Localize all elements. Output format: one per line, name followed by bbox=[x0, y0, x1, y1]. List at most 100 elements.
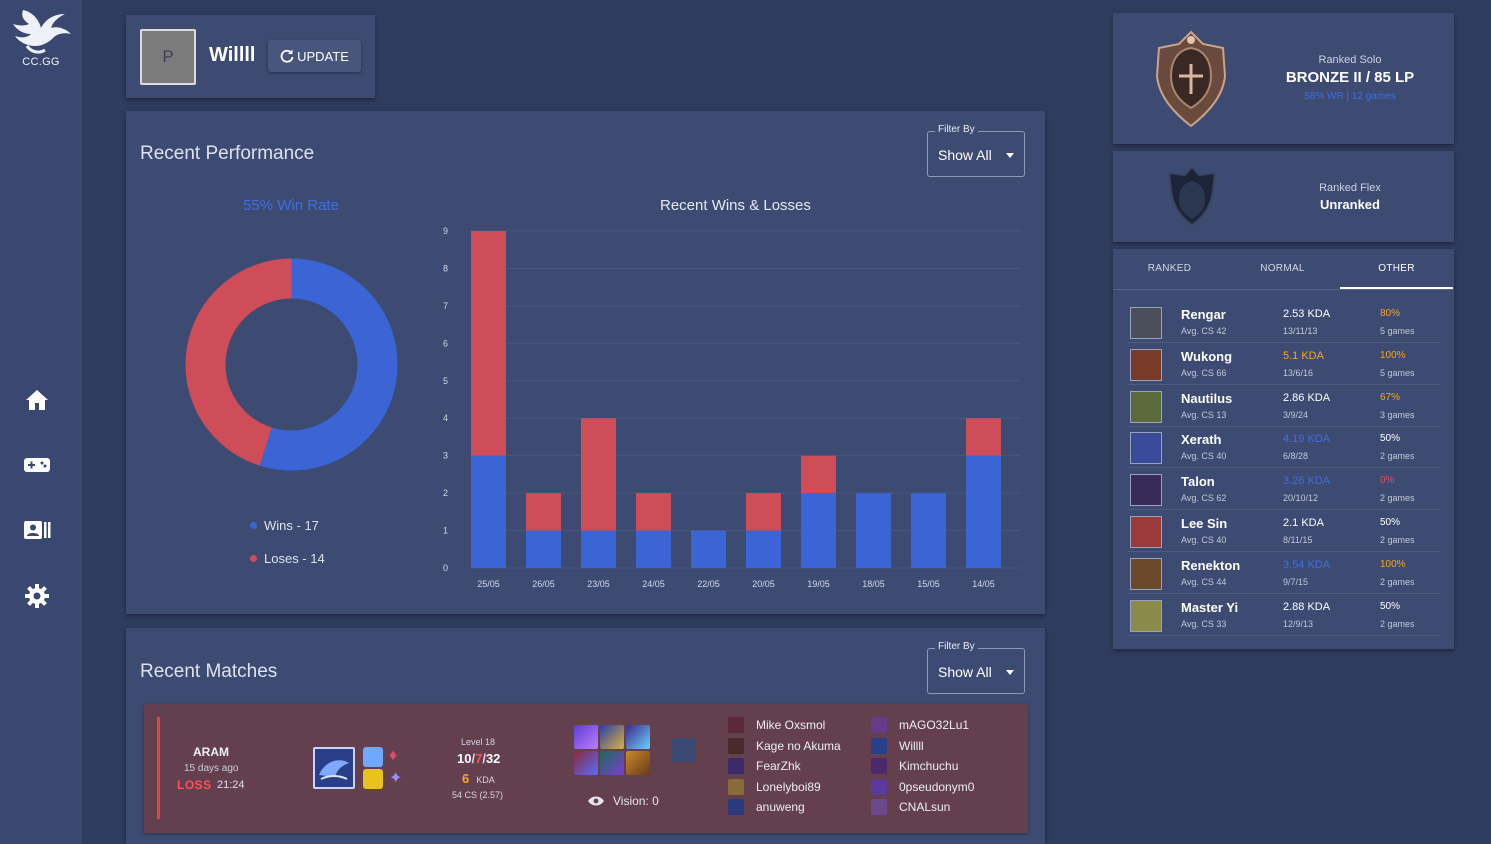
team-two-player[interactable]: 0pseudonym0 bbox=[871, 778, 975, 795]
ranked-solo-winrate: 58% WR | 12 games bbox=[1304, 91, 1396, 102]
champion-portrait-icon bbox=[1130, 599, 1162, 632]
creep-score: 54 CS (2.57) bbox=[452, 790, 504, 800]
team-one-player[interactable]: Kage no Akuma bbox=[728, 737, 841, 754]
logo-text: CC.GG bbox=[22, 56, 60, 68]
champion-games: 5 games bbox=[1380, 326, 1415, 336]
champion-avg-cs: Avg. CS 40 bbox=[1181, 451, 1227, 462]
champion-portrait-icon bbox=[1130, 557, 1162, 590]
recent-matches-card: Recent Matches Filter By Show All ARAM 1… bbox=[126, 628, 1045, 844]
player-name: FearZhk bbox=[756, 759, 801, 773]
player-avatar-icon bbox=[728, 799, 744, 815]
assists: 32 bbox=[485, 751, 501, 766]
champion-win-rate: 50% bbox=[1380, 433, 1401, 445]
champion-win-rate: 0% bbox=[1380, 475, 1395, 487]
champion-kda: 4.19 KDA bbox=[1283, 433, 1331, 446]
tab-other[interactable]: OTHER bbox=[1340, 249, 1453, 289]
item-slot-icon[interactable] bbox=[574, 725, 598, 749]
champion-avg-cs: Avg. CS 40 bbox=[1181, 535, 1227, 545]
bar-wins bbox=[911, 493, 946, 568]
performance-filter-select[interactable]: Filter By Show All bbox=[927, 124, 1025, 177]
update-button[interactable]: UPDATE bbox=[268, 40, 361, 72]
champion-win-rate: 100% bbox=[1380, 558, 1406, 570]
player-avatar-icon bbox=[871, 737, 887, 754]
champion-score: 8/11/15 bbox=[1283, 535, 1313, 545]
tab-ranked[interactable]: RANKED bbox=[1147, 263, 1192, 274]
ranked-solo-card: Ranked Solo BRONZE II / 85 LP 58% WR | 1… bbox=[1113, 13, 1454, 144]
champion-stats-card: RANKED NORMAL OTHER Rengar Avg. CS 42 2.53… bbox=[1113, 249, 1454, 649]
app-logo[interactable]: CC.GG bbox=[0, 6, 82, 68]
bronze-emblem-icon bbox=[1155, 30, 1227, 128]
player-name: anuweng bbox=[756, 800, 805, 814]
champion-portrait-icon[interactable] bbox=[313, 747, 355, 789]
y-tick-label: 5 bbox=[443, 376, 448, 386]
ranked-solo-label: Ranked Solo bbox=[1318, 54, 1382, 66]
team-two-player[interactable]: CNALsun bbox=[871, 799, 950, 815]
bar-losses bbox=[636, 493, 671, 531]
x-tick-label: 25/05 bbox=[477, 579, 500, 589]
champion-name: Nautilus bbox=[1181, 390, 1233, 406]
summoner-spell-flash-icon[interactable] bbox=[363, 769, 383, 789]
tab-normal[interactable]: NORMAL bbox=[1260, 263, 1305, 274]
team-two-player[interactable]: Kimchuchu bbox=[871, 758, 958, 774]
champion-row[interactable]: Wukong Avg. CS 66 5.1 KDA 13/6/16 100% 5 game… bbox=[1128, 343, 1440, 385]
team-two-player[interactable]: mAGO32Lu1 bbox=[871, 717, 969, 733]
match-row[interactable]: ARAM 15 days ago LOSS 21:24 ♦ ✦ Level 18… bbox=[144, 704, 1028, 833]
bar-wins bbox=[691, 530, 726, 568]
champion-row[interactable]: Talon Avg. CS 62 3.26 KDA 20/10/12 0% 2 games bbox=[1128, 468, 1440, 511]
champion-portrait-icon bbox=[1130, 390, 1162, 423]
player-avatar-icon bbox=[728, 778, 744, 795]
player-name: 0pseudonym0 bbox=[899, 779, 975, 794]
team-two-player[interactable]: Willll bbox=[871, 737, 924, 754]
matches-filter-select[interactable]: Filter By Show All bbox=[927, 641, 1025, 694]
player-name: CNALsun bbox=[899, 800, 951, 814]
x-tick-label: 23/05 bbox=[587, 579, 610, 589]
win-loss-donut-chart bbox=[185, 258, 398, 471]
team-one-player[interactable]: anuweng bbox=[728, 799, 805, 815]
champion-kda: 2.88 KDA bbox=[1283, 600, 1331, 613]
champion-row[interactable]: Xerath Avg. CS 40 4.19 KDA 6/8/28 50% 2 games bbox=[1128, 426, 1440, 469]
bar-wins bbox=[746, 530, 781, 568]
gear-icon[interactable] bbox=[22, 581, 52, 611]
gamepad-icon[interactable] bbox=[22, 450, 52, 480]
champion-name: Rengar bbox=[1181, 307, 1226, 322]
champion-row[interactable]: Master Yi Avg. CS 33 2.88 KDA 12/9/13 50% 2 g… bbox=[1128, 594, 1440, 636]
x-tick-label: 19/05 bbox=[807, 579, 830, 589]
home-icon[interactable] bbox=[22, 385, 52, 415]
champion-row[interactable]: Rengar Avg. CS 42 2.53 KDA 13/11/13 80% 5 gam… bbox=[1128, 301, 1440, 343]
win-rate-label: 55% Win Rate bbox=[243, 197, 339, 214]
champion-row[interactable]: Renekton Avg. CS 44 3.54 KDA 9/7/15 100% 2 ga… bbox=[1128, 552, 1440, 594]
ranked-flex-card: Ranked Flex Unranked bbox=[1113, 151, 1454, 242]
champion-row[interactable]: Nautilus Avg. CS 13 2.86 KDA 3/9/24 67% 3 gam… bbox=[1128, 385, 1440, 427]
dragon-logo-icon bbox=[13, 10, 71, 54]
champion-games: 2 games bbox=[1380, 618, 1415, 629]
item-build bbox=[574, 725, 652, 775]
wins-dot-icon bbox=[250, 522, 257, 529]
team-one-player[interactable]: Mike Oxsmol bbox=[728, 717, 825, 733]
item-slot-icon[interactable] bbox=[600, 725, 624, 749]
champion-score: 9/7/15 bbox=[1283, 576, 1309, 587]
player-name: Mike Oxsmol bbox=[756, 718, 826, 732]
champion-row[interactable]: Lee Sin Avg. CS 40 2.1 KDA 8/11/15 50% 2 game… bbox=[1128, 510, 1440, 552]
champion-games: 2 games bbox=[1380, 576, 1415, 587]
caret-down-icon bbox=[1006, 670, 1014, 675]
team-one-player[interactable]: Lonelyboi89 bbox=[728, 778, 821, 795]
champion-win-rate: 67% bbox=[1380, 391, 1401, 403]
champion-win-rate: 80% bbox=[1380, 308, 1401, 319]
item-slot-icon[interactable] bbox=[626, 725, 650, 749]
item-slot-icon[interactable] bbox=[574, 751, 598, 775]
champion-score: 20/10/12 bbox=[1283, 493, 1319, 504]
team-one-player[interactable]: FearZhk bbox=[728, 758, 801, 774]
summoner-spell-snowball-icon[interactable] bbox=[363, 747, 383, 767]
item-slot-icon[interactable] bbox=[600, 751, 624, 775]
keystone-rune-icon[interactable]: ♦ bbox=[389, 747, 398, 764]
secondary-rune-icon[interactable]: ✦ bbox=[389, 770, 403, 787]
trinket-slot-icon[interactable] bbox=[672, 738, 696, 762]
player-name: Lonelyboi89 bbox=[756, 779, 821, 794]
refresh-icon bbox=[280, 49, 294, 63]
champion-score: 13/6/16 bbox=[1283, 367, 1314, 378]
champion-portrait-icon bbox=[1130, 307, 1162, 339]
sidebar: CC.GG bbox=[0, 0, 82, 844]
bar-losses bbox=[581, 418, 616, 531]
item-slot-icon[interactable] bbox=[626, 751, 650, 775]
profile-card-icon[interactable] bbox=[22, 515, 52, 545]
